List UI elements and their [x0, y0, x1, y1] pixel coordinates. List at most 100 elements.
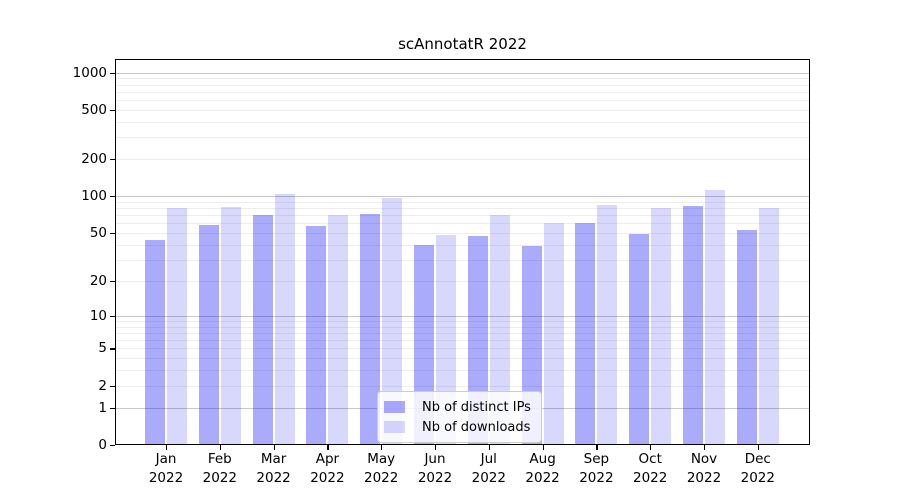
legend-swatch-downloads [384, 421, 405, 433]
y-tick-label-50: 50 [89, 225, 107, 242]
bar-distinct-ips-sep [575, 223, 596, 445]
minor-gridline [115, 223, 810, 225]
legend-label-distinct-ips: Nb of distinct IPs [422, 399, 531, 415]
bar-downloads-dec [758, 208, 779, 445]
bar-distinct-ips-oct [629, 234, 650, 445]
x-tick-mark [596, 445, 598, 450]
x-tick-label-sep: Sep 2022 [579, 451, 614, 486]
major-gridline [115, 315, 810, 317]
y-tick-label-100: 100 [81, 188, 107, 205]
minor-gridline [115, 370, 810, 372]
bar-distinct-ips-feb [198, 225, 219, 445]
minor-gridline [115, 91, 810, 93]
y-tick-mark [110, 407, 115, 409]
bar-distinct-ips-jan [145, 239, 165, 445]
x-tick-mark [704, 445, 706, 450]
minor-gridline [115, 121, 810, 123]
minor-gridline [115, 259, 810, 261]
y-tick-label-2: 2 [98, 377, 107, 394]
bar-distinct-ips-may [360, 213, 381, 445]
minor-gridline [115, 385, 810, 387]
x-tick-mark [166, 445, 168, 450]
y-tick-label-5: 5 [98, 340, 107, 357]
x-tick-label-apr: Apr 2022 [310, 451, 345, 486]
bar-distinct-ips-nov [683, 205, 703, 445]
minor-gridline [115, 100, 810, 102]
x-tick-label-dec: Dec 2022 [740, 451, 775, 486]
minor-gridline [115, 208, 810, 210]
plot-area [115, 59, 810, 445]
bar-downloads-oct [651, 208, 672, 445]
y-tick-mark [110, 159, 115, 161]
x-tick-mark [488, 445, 490, 450]
x-tick-label-feb: Feb 2022 [202, 451, 237, 486]
bar-downloads-aug [543, 223, 564, 445]
y-tick-label-20: 20 [89, 272, 107, 289]
y-tick-mark [110, 280, 115, 283]
minor-gridline [115, 326, 810, 328]
minor-gridline [115, 110, 810, 111]
x-tick-mark [381, 445, 383, 450]
minor-gridline [115, 348, 810, 350]
minor-gridline [115, 215, 810, 217]
x-tick-label-jul: Jul 2022 [471, 451, 506, 486]
y-tick-label-1000: 1000 [72, 64, 107, 81]
y-tick-mark [110, 445, 115, 447]
x-tick-mark [273, 445, 275, 450]
x-tick-mark [327, 445, 329, 450]
x-tick-label-aug: Aug 2022 [525, 451, 560, 486]
y-tick-mark [110, 315, 115, 317]
legend-item-downloads: Nb of downloads [384, 417, 533, 437]
minor-gridline [115, 137, 810, 139]
x-tick-label-jun: Jun 2022 [417, 451, 453, 486]
bar-downloads-jan [167, 208, 187, 445]
bar-distinct-ips-mar [252, 215, 273, 445]
y-tick-label-10: 10 [89, 307, 107, 324]
x-tick-mark [650, 445, 652, 450]
minor-gridline [115, 340, 810, 342]
minor-gridline [115, 233, 810, 235]
minor-gridline [115, 159, 810, 161]
legend-swatch-distinct-ips [384, 401, 405, 413]
x-tick-label-mar: Mar 2022 [256, 451, 291, 486]
minor-gridline [115, 201, 810, 203]
y-tick-mark [110, 110, 115, 112]
minor-gridline [115, 280, 810, 282]
minor-gridline [115, 332, 810, 334]
major-gridline [115, 72, 810, 74]
y-tick-label-500: 500 [81, 102, 107, 118]
x-tick-mark [435, 445, 437, 450]
y-tick-label-1: 1 [98, 399, 107, 416]
minor-gridline [115, 320, 810, 322]
bar-distinct-ips-dec [736, 230, 757, 445]
minor-gridline [115, 78, 810, 80]
bar-downloads-feb [220, 206, 241, 445]
y-tick-label-200: 200 [81, 151, 107, 168]
x-tick-label-may: May 2022 [364, 451, 399, 486]
minor-gridline [115, 358, 810, 360]
y-tick-mark [110, 72, 115, 74]
bar-downloads-jul [489, 214, 510, 445]
y-tick-mark [110, 196, 115, 198]
x-tick-label-oct: Oct 2022 [633, 451, 668, 486]
y-tick-mark [110, 233, 115, 235]
bar-distinct-ips-apr [306, 226, 327, 445]
bar-downloads-apr [328, 215, 349, 445]
minor-gridline [115, 244, 810, 246]
y-tick-mark [110, 348, 115, 350]
bar-downloads-nov [705, 190, 725, 445]
legend-label-downloads: Nb of downloads [422, 419, 531, 435]
x-tick-mark [219, 445, 221, 450]
bar-downloads-mar [274, 193, 295, 445]
y-tick-mark [110, 385, 115, 387]
minor-gridline [115, 84, 810, 86]
y-tick-label-0: 0 [98, 437, 107, 453]
legend-item-distinct-ips: Nb of distinct IPs [384, 397, 533, 417]
bar-downloads-sep [597, 204, 618, 445]
chart-title: scAnnotatR 2022 [398, 35, 527, 53]
legend: Nb of distinct IPs Nb of downloads [377, 391, 542, 443]
bar-downloads-may [382, 198, 403, 445]
x-tick-mark [757, 445, 759, 450]
x-tick-mark [542, 445, 544, 450]
